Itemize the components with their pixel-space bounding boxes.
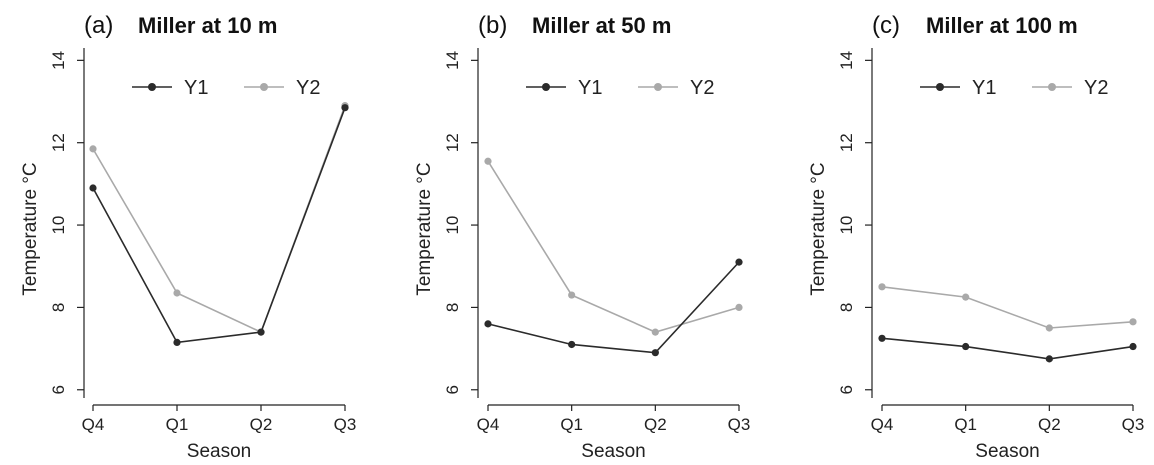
legend-label-y2: Y2	[690, 77, 714, 99]
data-point-y2	[484, 157, 492, 165]
data-point-y2	[651, 328, 659, 336]
chart-panel-3: (c) Miller at 100 m 6 8 10 12 14 Q4 Q1 Q2 Q3 Season…	[808, 12, 1144, 462]
y-tick-label: 12	[49, 133, 68, 152]
panel-label: (c)	[872, 12, 900, 39]
y-axis-title: Temperature °C	[20, 162, 41, 295]
data-point-y2	[878, 283, 886, 291]
data-point-y1	[651, 349, 659, 357]
y-tick-label: 6	[49, 385, 68, 394]
series-line-y1	[487, 261, 740, 354]
x-tick-label: Q1	[166, 415, 189, 434]
data-point-y2	[89, 145, 97, 153]
chart-panel-1: (a) Miller at 10 m 6 8 10 12 14 Q4 Q1 Q2 Q3 Season T…	[20, 12, 356, 462]
data-point-y1	[1129, 342, 1137, 351]
data-point-y2	[173, 289, 181, 297]
data-point-y2	[962, 293, 970, 301]
x-axis-title: Season	[187, 441, 251, 462]
y-tick-label: 14	[443, 51, 462, 70]
chart-title: Miller at 50 m	[532, 13, 671, 38]
legend-label-y1: Y1	[184, 77, 208, 99]
y-tick-label: 10	[443, 216, 462, 235]
legend-marker-y2	[1048, 83, 1056, 91]
x-tick-label: Q4	[82, 415, 105, 434]
data-point-y1	[735, 258, 743, 266]
y-tick-label: 12	[837, 133, 856, 152]
y-tick-label: 10	[837, 216, 856, 235]
y-tick-label: 8	[443, 303, 462, 312]
panel-label: (b)	[478, 12, 507, 39]
y-tick-label: 6	[443, 385, 462, 394]
data-point-y1	[962, 342, 970, 351]
x-tick-label: Q4	[871, 415, 894, 434]
series-line-y2	[487, 160, 740, 333]
data-point-y2	[568, 291, 576, 299]
y-tick-label: 14	[837, 51, 856, 70]
legend-marker-y2	[654, 83, 662, 91]
x-tick-label: Q2	[1038, 415, 1061, 434]
x-tick-label: Q3	[728, 415, 751, 434]
x-tick-label: Q3	[1122, 415, 1145, 434]
y-tick-label: 6	[837, 385, 856, 394]
x-tick-label: Q1	[560, 415, 583, 434]
y-tick-label: 8	[837, 303, 856, 312]
y-tick-label: 12	[443, 133, 462, 152]
legend-label-y1: Y1	[578, 77, 602, 99]
data-point-y1	[341, 104, 349, 112]
x-tick-label: Q4	[477, 415, 500, 434]
legend-label-y2: Y2	[296, 77, 320, 99]
x-tick-label: Q1	[954, 415, 977, 434]
data-point-y1	[484, 320, 492, 328]
data-point-y1	[89, 184, 97, 192]
legend-marker-y2	[260, 83, 268, 91]
data-point-y1	[173, 338, 181, 347]
y-tick-label: 14	[49, 51, 68, 70]
data-point-y1	[568, 340, 576, 349]
x-axis-title: Season	[975, 441, 1039, 462]
chart-title: Miller at 100 m	[926, 13, 1078, 38]
chart-title: Miller at 10 m	[138, 13, 277, 38]
data-point-y1	[1045, 355, 1053, 363]
x-tick-label: Q2	[250, 415, 273, 434]
y-tick-label: 10	[49, 216, 68, 235]
data-point-y1	[257, 328, 265, 336]
series-line-y1	[881, 337, 1134, 360]
x-tick-label: Q3	[334, 415, 357, 434]
y-tick-label: 8	[49, 303, 68, 312]
series-line-y2	[881, 286, 1134, 329]
panel-label: (a)	[84, 12, 113, 39]
legend-label-y2: Y2	[1084, 77, 1108, 99]
y-axis-title: Temperature °C	[808, 162, 829, 295]
data-point-y2	[1129, 318, 1137, 326]
series-line-y2	[92, 105, 346, 334]
data-point-y1	[878, 334, 886, 342]
data-point-y2	[735, 303, 743, 312]
series-line-y1	[92, 107, 346, 344]
legend-marker-y1	[936, 83, 944, 91]
legend-label-y1: Y1	[972, 77, 996, 99]
chart-panel-2: (b) Miller at 50 m 6 8 10 12 14 Q4 Q1 Q2 Q3 Season T…	[414, 12, 750, 462]
x-axis-title: Season	[581, 441, 645, 462]
x-tick-label: Q2	[644, 415, 667, 434]
legend-marker-y1	[542, 83, 550, 91]
y-axis-title: Temperature °C	[414, 162, 435, 295]
data-point-y2	[1045, 324, 1053, 332]
legend-marker-y1	[148, 83, 156, 91]
